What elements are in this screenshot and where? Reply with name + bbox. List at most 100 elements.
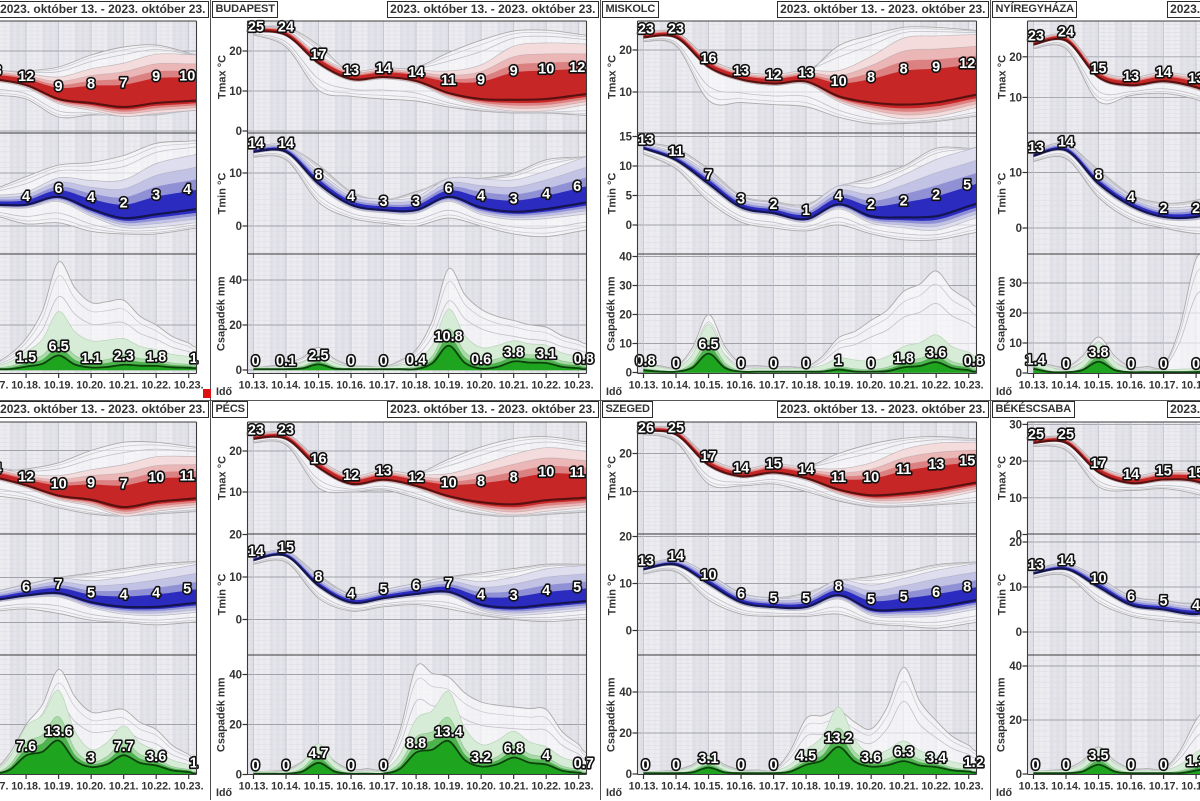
svg-text:15: 15 [959,453,975,469]
svg-text:4.5: 4.5 [796,748,816,764]
svg-text:10.17.: 10.17. [0,780,8,792]
svg-text:4: 4 [87,190,95,206]
svg-text:Csapadék mm: Csapadék mm [605,677,617,752]
svg-text:10.18.: 10.18. [1181,780,1200,792]
svg-text:10: 10 [1009,168,1022,180]
svg-text:3: 3 [152,188,160,204]
svg-text:6: 6 [1127,589,1135,605]
svg-text:7: 7 [704,168,712,184]
svg-text:20: 20 [229,719,242,731]
svg-text:20: 20 [619,448,632,460]
svg-text:6.5: 6.5 [698,337,718,353]
svg-text:0: 0 [1031,757,1039,773]
svg-text:17: 17 [310,47,326,63]
svg-text:5: 5 [573,580,581,596]
svg-text:10.19.: 10.19. [43,380,73,392]
svg-text:10.22.: 10.22. [921,380,951,392]
svg-text:10.13.: 10.13. [238,380,268,392]
svg-text:20: 20 [619,45,632,57]
svg-text:8: 8 [899,62,907,78]
svg-text:0: 0 [769,356,777,372]
svg-text:30: 30 [619,281,632,293]
svg-text:14: 14 [798,462,814,478]
svg-text:0: 0 [379,354,387,370]
svg-text:0: 0 [625,220,631,232]
svg-text:8: 8 [1094,168,1102,184]
svg-text:10.20.: 10.20. [76,380,106,392]
svg-text:15: 15 [1155,463,1171,479]
svg-text:Idő: Idő [606,386,622,398]
svg-text:6: 6 [412,578,420,594]
svg-text:0: 0 [235,221,241,233]
svg-text:13: 13 [733,63,749,79]
svg-text:7.6: 7.6 [16,739,36,755]
svg-text:10.21.: 10.21. [498,380,528,392]
svg-text:10.17.: 10.17. [368,780,398,792]
svg-text:23: 23 [637,21,653,37]
svg-text:14: 14 [247,544,263,560]
svg-text:4: 4 [542,583,550,599]
svg-text:3.6: 3.6 [926,346,946,362]
svg-text:10: 10 [1009,92,1022,104]
svg-text:0: 0 [1192,357,1200,373]
svg-text:10.18.: 10.18. [791,780,821,792]
svg-text:26: 26 [637,420,653,436]
svg-text:20: 20 [619,728,632,740]
svg-text:0: 0 [235,614,241,626]
svg-text:0: 0 [235,769,241,781]
svg-text:0: 0 [251,758,259,774]
svg-text:10.16.: 10.16. [1116,380,1146,392]
svg-text:10.18.: 10.18. [11,780,41,792]
svg-text:25: 25 [1027,426,1043,442]
svg-text:5: 5 [87,585,95,601]
svg-text:10.21.: 10.21. [108,780,138,792]
svg-text:3: 3 [412,194,420,210]
svg-text:5: 5 [802,591,810,607]
svg-text:10.16.: 10.16. [336,780,366,792]
svg-text:4: 4 [542,748,550,764]
svg-text:4: 4 [1192,598,1200,614]
svg-text:10: 10 [50,476,66,492]
svg-text:10.8: 10.8 [434,329,462,345]
svg-text:10.17.: 10.17. [1148,780,1178,792]
svg-text:8: 8 [509,469,517,485]
svg-text:10.17.: 10.17. [368,380,398,392]
svg-text:0: 0 [1015,368,1021,380]
svg-text:0: 0 [671,757,679,773]
svg-text:11: 11 [896,462,911,478]
svg-text:0: 0 [671,356,679,372]
svg-text:3.6: 3.6 [146,749,166,765]
svg-text:10.18.: 10.18. [791,380,821,392]
svg-text:12: 12 [765,68,781,84]
svg-text:40: 40 [229,669,242,681]
svg-text:Tmax °C: Tmax °C [216,55,228,99]
svg-text:9: 9 [477,73,485,89]
svg-text:0: 0 [235,126,241,138]
svg-text:1: 1 [834,353,842,369]
svg-text:8.8: 8.8 [406,736,426,752]
svg-text:40: 40 [619,252,632,264]
svg-text:10.23.: 10.23. [563,780,593,792]
svg-text:14: 14 [667,548,683,564]
svg-text:4: 4 [22,189,30,205]
svg-text:Idő: Idő [996,787,1012,799]
svg-text:23: 23 [247,422,263,438]
svg-text:17: 17 [1090,456,1106,472]
svg-text:7.7: 7.7 [113,738,133,754]
svg-text:Idő: Idő [606,787,622,799]
svg-text:10.21.: 10.21. [108,380,138,392]
svg-text:10: 10 [1090,571,1106,587]
svg-text:10.15.: 10.15. [693,780,723,792]
svg-text:0: 0 [737,757,745,773]
svg-text:2: 2 [899,194,907,210]
svg-text:10: 10 [440,475,456,491]
svg-text:0: 0 [1061,757,1069,773]
svg-text:10.17.: 10.17. [758,380,788,392]
svg-text:5: 5 [1159,593,1167,609]
svg-text:10: 10 [619,578,632,590]
svg-text:0: 0 [625,769,631,781]
svg-text:8: 8 [314,168,322,184]
svg-text:10.23.: 10.23. [173,380,203,392]
svg-text:8: 8 [477,474,485,490]
svg-text:10.19.: 10.19. [823,780,853,792]
